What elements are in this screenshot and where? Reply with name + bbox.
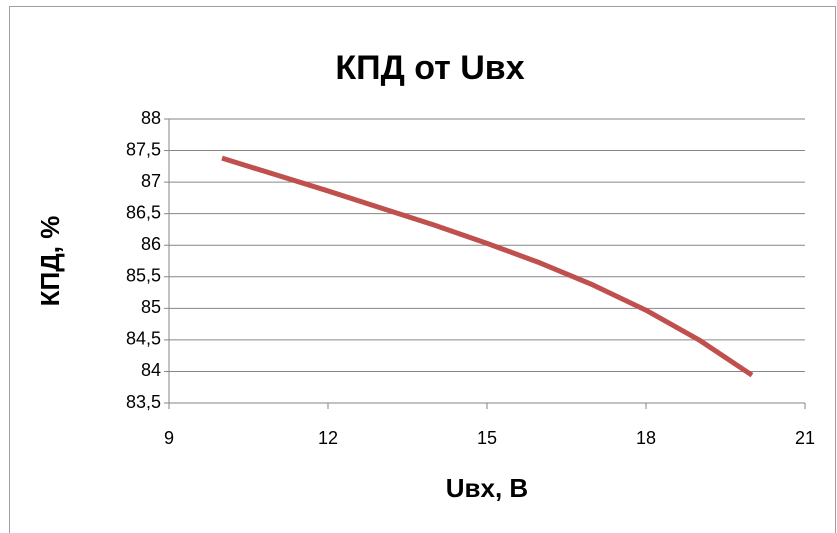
x-axis-title: Uвх, В xyxy=(446,473,528,503)
data-line xyxy=(221,155,754,378)
x-tick-label: 18 xyxy=(636,428,656,448)
y-axis-title: КПД, % xyxy=(35,216,65,307)
y-tick-label: 84,5 xyxy=(126,329,161,349)
y-tick-label: 86 xyxy=(141,234,161,254)
y-tick-label: 85,5 xyxy=(126,266,161,286)
y-tick-label: 86,5 xyxy=(126,202,161,222)
y-tick-label: 84 xyxy=(141,360,161,380)
y-tick-label: 83,5 xyxy=(126,392,161,412)
y-tick-label: 87 xyxy=(141,171,161,191)
y-tick-label: 85 xyxy=(141,297,161,317)
x-tick-label: 12 xyxy=(318,428,338,448)
x-tick-label: 21 xyxy=(795,428,815,448)
x-tick-label: 15 xyxy=(477,428,497,448)
chart-title: КПД от Uвх xyxy=(335,49,524,87)
y-tick-label: 88 xyxy=(141,108,161,128)
y-tick-label: 87,5 xyxy=(126,139,161,159)
chart-border xyxy=(9,6,836,533)
x-tick-label: 9 xyxy=(164,428,174,448)
